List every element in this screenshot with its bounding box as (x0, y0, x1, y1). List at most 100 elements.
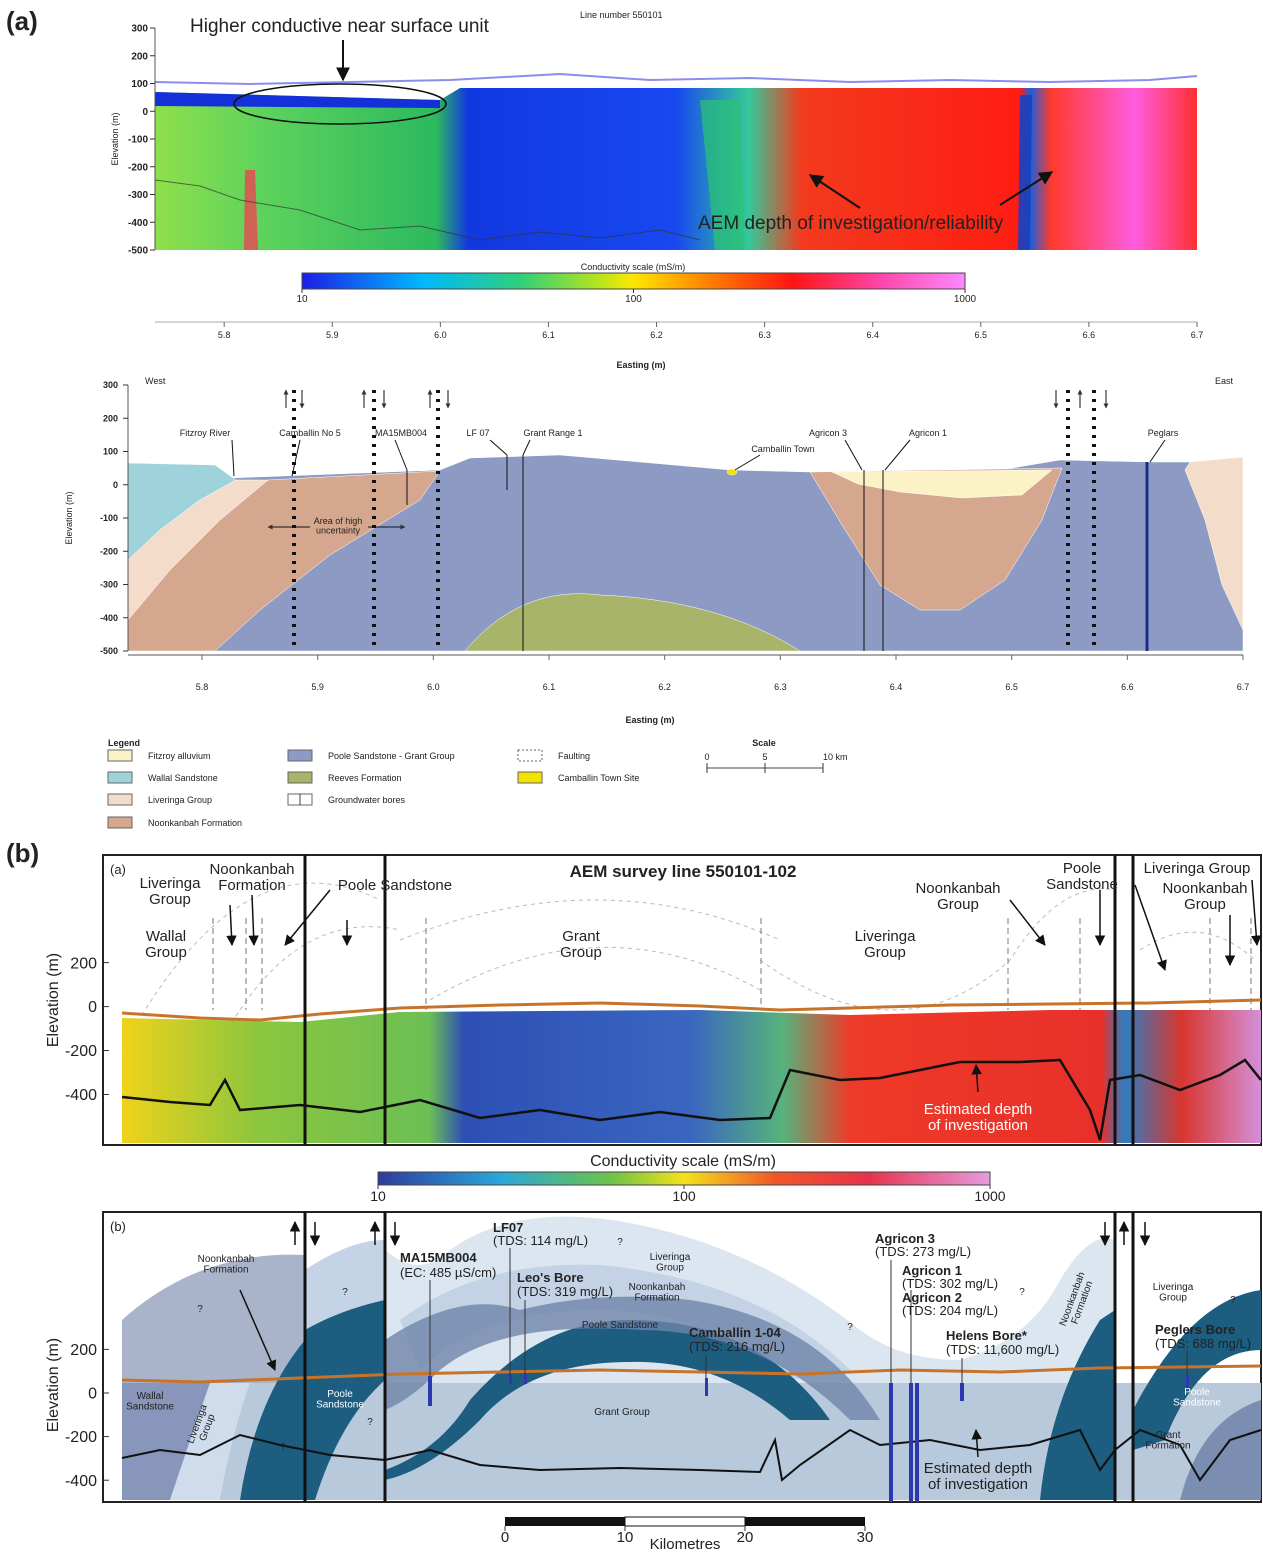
geology-b (509, 1374, 512, 1384)
scale-tick-label: 5 (762, 752, 767, 762)
bore-name: Helens Bore* (946, 1328, 1028, 1343)
x-tick-label: 6.3 (758, 330, 771, 340)
y-tick-label: -200 (65, 1429, 97, 1446)
x-tick-label: 5.8 (196, 682, 209, 692)
label: ? (847, 1322, 853, 1333)
x-tick-label: 6.3 (774, 682, 787, 692)
y-tick-label: -300 (100, 580, 118, 590)
y-tick-label: -200 (128, 162, 148, 173)
y-tick-label: 0 (88, 1386, 97, 1403)
bores-faults (232, 440, 234, 476)
legend-swatch (288, 750, 312, 761)
colorbar-title: Conductivity scale (mS/m) (581, 262, 686, 272)
y-tick-label: 0 (113, 480, 118, 490)
x-tick-label: 6.4 (890, 682, 903, 692)
geology-b (915, 1383, 919, 1502)
y-tick-label: 300 (103, 380, 118, 390)
bore-detail: (TDS: 319 mg/L) (517, 1284, 613, 1299)
x-tick-label: 5.9 (311, 682, 324, 692)
label: Agricon 3 (809, 428, 847, 438)
bore-name: MA15MB004 (400, 1250, 477, 1265)
aem-image (155, 74, 1197, 84)
legend-label: Camballin Town Site (558, 773, 639, 783)
y-tick-label: -400 (65, 1087, 97, 1104)
figure: (a) Line number 550101 Higher conductive… (0, 0, 1263, 1551)
label: Camballin No 5 (279, 428, 341, 438)
colorbar (302, 273, 965, 289)
bore-detail: (EC: 485 µS/cm) (400, 1265, 496, 1280)
scale-tick-label: 10 (617, 1529, 634, 1546)
label: ? (342, 1287, 348, 1298)
y-tick-label: -400 (65, 1473, 97, 1490)
annotation: AEM depth of investigation/reliability (698, 213, 1004, 234)
legend-label: Reeves Formation (328, 773, 402, 783)
label: Poole Sandstone (582, 1320, 659, 1331)
y-tick-label: -200 (100, 546, 118, 556)
label: WallalGroup (145, 928, 187, 961)
panel-label: (a) (6, 6, 38, 36)
bores-faults (395, 440, 407, 470)
legend-label: Wallal Sandstone (148, 773, 218, 783)
legend-label: Noonkanbah Formation (148, 818, 242, 828)
bores-faults (1150, 440, 1165, 462)
y-tick-label: -500 (100, 646, 118, 656)
bore-detail: (TDS: 204 mg/L) (902, 1303, 998, 1318)
bore-name: Peglers Bore (1155, 1322, 1235, 1337)
bore-name: Camballin 1-04 (689, 1325, 782, 1340)
y-axis-label: Elevation (m) (110, 112, 120, 165)
x-axis-label: Easting (m) (625, 715, 674, 725)
y-tick-label: 100 (131, 79, 148, 90)
colorbar-tick-label: 10 (370, 1188, 386, 1204)
bore-detail: (TDS: 302 mg/L) (902, 1276, 998, 1291)
colorbar-tick-label: 1000 (954, 294, 977, 305)
geology-b (428, 1376, 432, 1406)
sub-label: (a) (110, 862, 126, 877)
label: Poole Sandstone (338, 877, 452, 894)
scale-tick-label: 0 (501, 1529, 509, 1546)
x-tick-label: 6.0 (427, 682, 440, 692)
y-axis-label: Elevation (m) (64, 491, 74, 544)
colorbar-tick-label: 100 (625, 294, 642, 305)
y-tick-label: 200 (103, 413, 118, 423)
label: GrantGroup (560, 928, 602, 961)
label: ? (367, 1417, 373, 1428)
scale-bar (505, 1517, 625, 1526)
aem-image (155, 28, 1197, 250)
label: NoonkanbahFormation (209, 861, 294, 894)
x-tick-label: 6.7 (1191, 330, 1204, 340)
legend-swatch (108, 794, 132, 805)
bore-name: Leo's Bore (517, 1270, 584, 1285)
aem-image (155, 92, 440, 108)
scale-bar (505, 1517, 865, 1526)
label: NoonkanbahFormation (198, 1254, 255, 1276)
x-tick-label: 6.1 (542, 330, 555, 340)
x-tick-label: 6.0 (434, 330, 447, 340)
label: Grant Range 1 (523, 428, 582, 438)
label: East (1215, 376, 1234, 386)
scale-tick-label: 10 km (823, 752, 848, 762)
label: ? (197, 1304, 203, 1315)
y-tick-label: 200 (131, 51, 148, 62)
legend-label: Poole Sandstone - Grant Group (328, 751, 455, 761)
scale-title: Scale (752, 738, 776, 748)
colorbar-tick-label: 100 (672, 1188, 696, 1204)
bore-detail: (TDS: 11,600 mg/L) (946, 1342, 1059, 1357)
x-tick-label: 6.5 (1005, 682, 1018, 692)
label: Fitzroy River (180, 428, 231, 438)
y-tick-label: 300 (131, 24, 148, 35)
geology-b (524, 1374, 527, 1384)
bores-faults (523, 440, 530, 455)
scale-title: Kilometres (650, 1536, 721, 1551)
label: West (145, 376, 166, 386)
colorbar-tick-label: 10 (296, 294, 308, 305)
colorbar-title: Conductivity scale (mS/m) (590, 1153, 776, 1170)
y-axis-label: Elevation (m) (45, 953, 62, 1047)
legend-swatch (288, 772, 312, 783)
bore-detail: (TDS: 273 mg/L) (875, 1244, 971, 1259)
x-tick-label: 6.1 (543, 682, 556, 692)
y-tick-label: 200 (70, 955, 97, 972)
x-tick-label: 6.5 (975, 330, 988, 340)
y-tick-label: 200 (70, 1342, 97, 1359)
bores-faults (885, 440, 910, 470)
label: ? (617, 1237, 623, 1248)
